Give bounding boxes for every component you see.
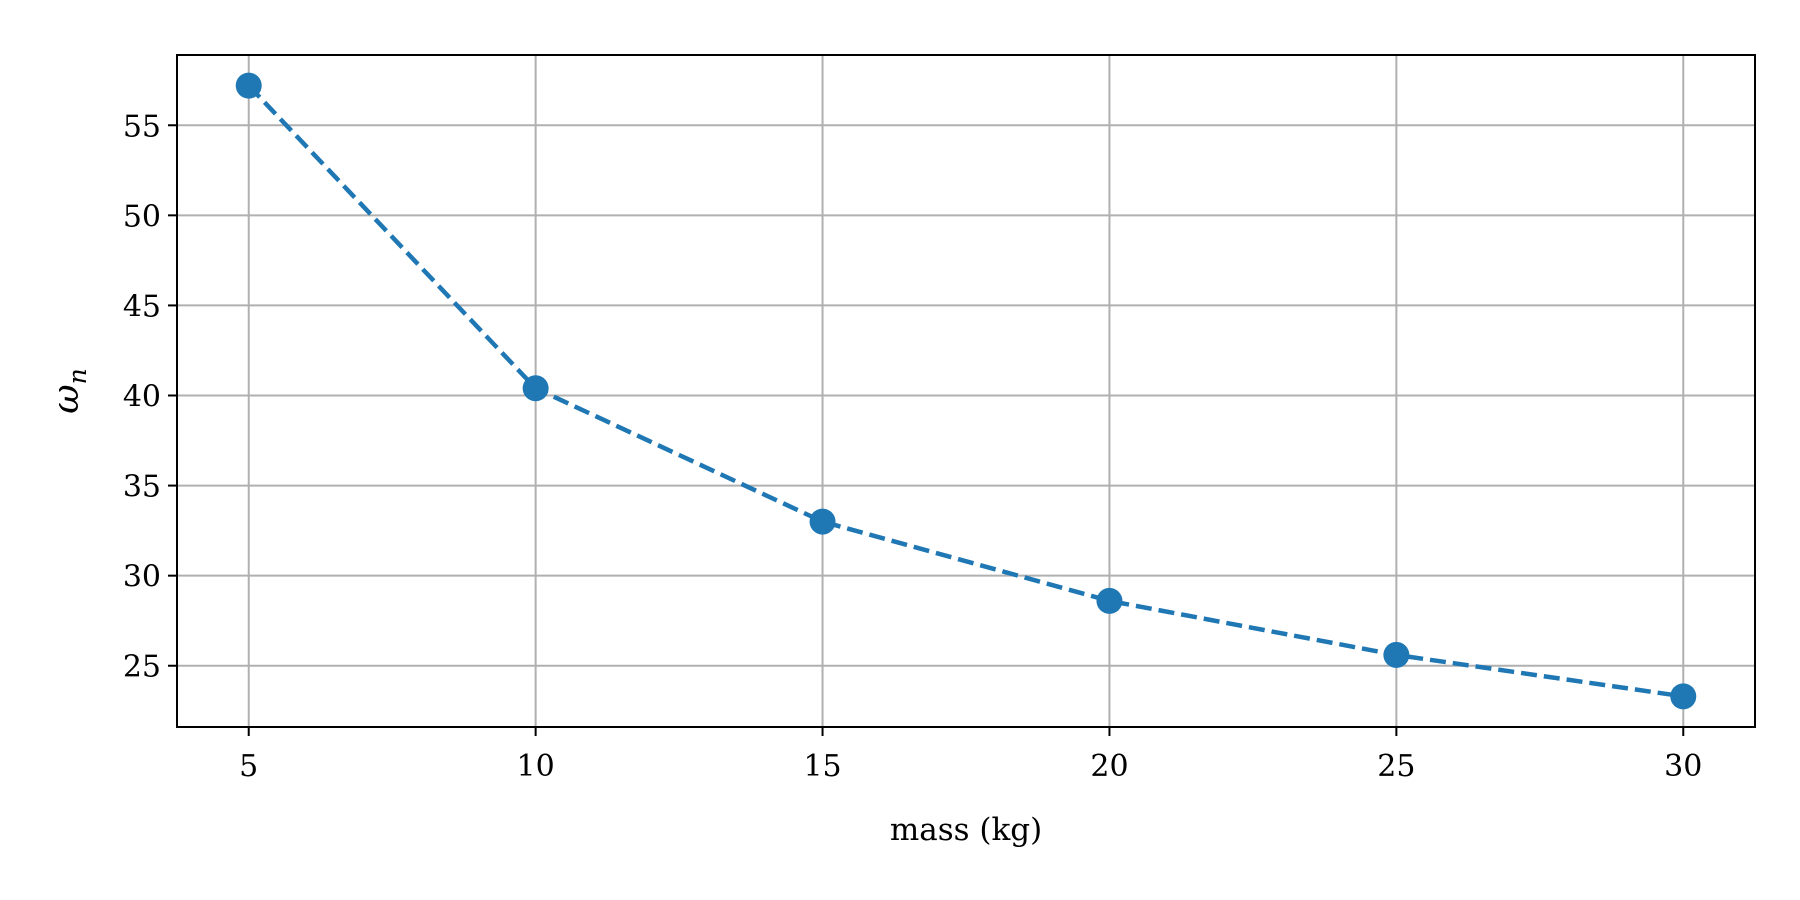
- data-point: [235, 72, 262, 99]
- y-tick-label: 25: [123, 650, 161, 685]
- data-point: [1383, 641, 1410, 668]
- y-axis-label-subscript: n: [63, 368, 92, 384]
- x-tick-label: 30: [1664, 749, 1702, 784]
- y-tick-label: 30: [123, 560, 161, 595]
- y-axis-label-base: ω: [46, 384, 87, 413]
- data-point: [1096, 587, 1123, 614]
- series-line: [247, 84, 1684, 699]
- y-tick-label: 50: [123, 199, 161, 234]
- x-tick-label: 5: [239, 749, 258, 784]
- series-line-path: [247, 84, 1684, 699]
- data-point: [809, 508, 836, 535]
- y-axis-label: ωn: [46, 368, 92, 413]
- y-axis: 25 30 35 40 45 50 55: [123, 109, 177, 685]
- x-axis: 5 10 15 20 25 30: [239, 727, 1702, 784]
- data-point: [522, 375, 549, 402]
- x-tick-label: 15: [803, 749, 841, 784]
- grid: [177, 55, 1755, 727]
- y-tick-label: 45: [123, 289, 161, 324]
- series-markers: [235, 72, 1697, 710]
- x-tick-label: 20: [1090, 749, 1128, 784]
- x-axis-label: mass (kg): [890, 812, 1042, 848]
- y-tick-label: 35: [123, 470, 161, 505]
- data-point: [1670, 683, 1697, 710]
- x-tick-label: 25: [1377, 749, 1415, 784]
- y-tick-label: 55: [123, 109, 161, 144]
- y-tick-label: 40: [123, 380, 161, 415]
- x-tick-label: 10: [517, 749, 555, 784]
- plot-frame: [176, 54, 1756, 728]
